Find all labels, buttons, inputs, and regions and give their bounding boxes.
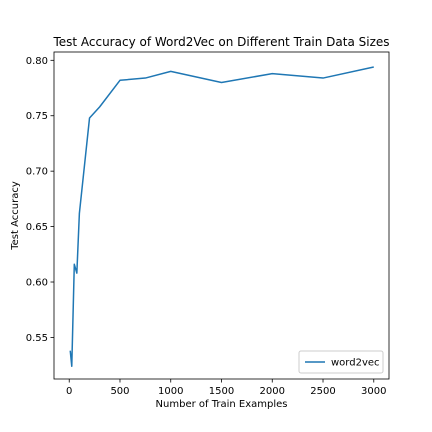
legend-box <box>298 350 384 374</box>
y-tick-label: 0.55 <box>26 333 48 344</box>
x-tick-label: 2000 <box>260 386 285 397</box>
plot-area <box>53 51 390 380</box>
chart-title: Test Accuracy of Word2Vec on Different T… <box>52 35 389 49</box>
x-tick-label: 1500 <box>209 386 234 397</box>
plot-frame <box>53 51 390 380</box>
x-axis-label: Number of Train Examples <box>156 399 288 410</box>
y-tick-label: 0.65 <box>26 222 48 233</box>
legend: word2vec <box>298 350 384 374</box>
legend-label-word2vec: word2vec <box>331 358 380 369</box>
x-tick-label: 2500 <box>310 386 335 397</box>
series-lines <box>69 66 374 367</box>
x-tick-label: 500 <box>110 386 129 397</box>
y-tick-label: 0.70 <box>26 167 48 178</box>
x-axis-ticks: 0 500 1000 1500 2000 2500 3000 <box>66 379 386 397</box>
x-tick-label: 3000 <box>361 386 386 397</box>
y-tick-label: 0.60 <box>26 278 48 289</box>
series-line-word2vec <box>69 66 374 367</box>
x-tick-label: 1000 <box>158 386 183 397</box>
x-tick-label: 0 <box>66 386 72 397</box>
y-tick-label: 0.75 <box>26 111 48 122</box>
y-tick-label: 0.80 <box>26 56 48 67</box>
y-axis-label: Test Accuracy <box>10 181 21 251</box>
y-axis-ticks: 0.55 0.60 0.65 0.70 0.75 0.80 <box>26 56 54 344</box>
